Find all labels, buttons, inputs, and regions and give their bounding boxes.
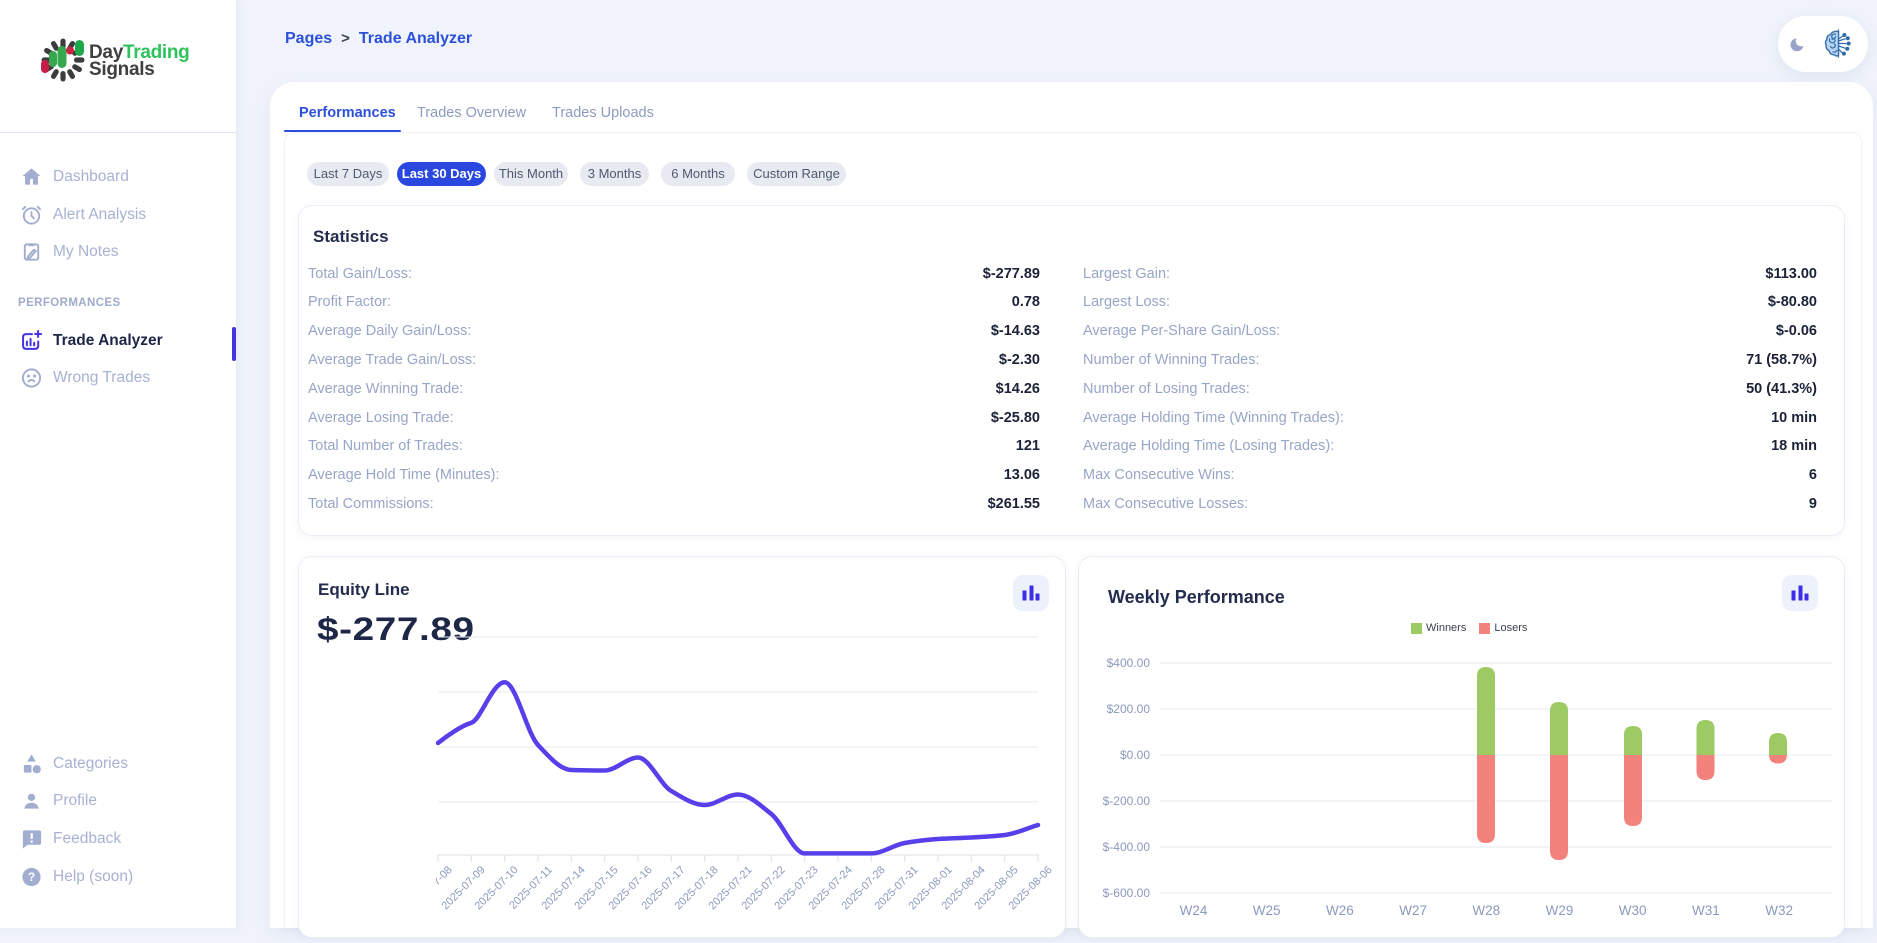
svg-text:?: ? bbox=[28, 870, 35, 884]
